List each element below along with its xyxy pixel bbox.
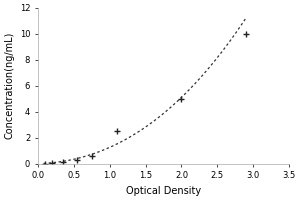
X-axis label: Optical Density: Optical Density xyxy=(126,186,201,196)
Y-axis label: Concentration(ng/mL): Concentration(ng/mL) xyxy=(4,32,14,139)
